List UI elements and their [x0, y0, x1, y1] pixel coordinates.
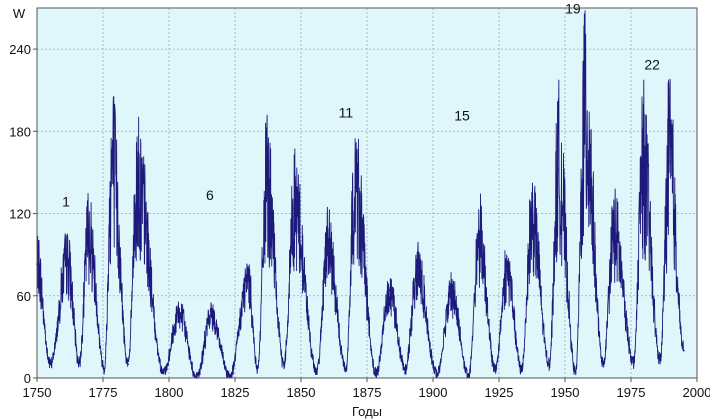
- x-tick-label: 1850: [287, 385, 316, 400]
- series-point: [265, 187, 268, 190]
- series-point: [436, 372, 438, 375]
- sunspot-series-line: [36, 10, 685, 379]
- series-point: [326, 245, 329, 248]
- series-point: [178, 312, 181, 315]
- x-tick-label: 1800: [155, 385, 184, 400]
- series-point: [467, 375, 470, 378]
- y-tick-label: 60: [17, 289, 31, 304]
- x-tick-label: 1825: [221, 385, 250, 400]
- series-point: [682, 349, 685, 352]
- x-axis-ticks: 1750 1775 1800 1825 1850 1875 1900 1925 1950 1975…: [23, 378, 710, 400]
- cycle-number-label: 1: [62, 194, 70, 210]
- series-point: [315, 371, 318, 374]
- series-point: [256, 367, 259, 370]
- series-point: [641, 164, 644, 167]
- series-point: [478, 234, 481, 237]
- series-point: [612, 231, 615, 234]
- series-point: [520, 368, 523, 371]
- cycle-number-label: 15: [454, 107, 470, 123]
- series-point: [574, 371, 577, 374]
- cycle-number-label: 6: [206, 187, 214, 203]
- series-point: [293, 207, 296, 209]
- series-point: [583, 116, 586, 119]
- series-point: [162, 371, 165, 374]
- series-point: [282, 363, 285, 366]
- series-point: [247, 279, 250, 282]
- series-point: [388, 289, 391, 292]
- x-tick-label: 1875: [353, 385, 382, 400]
- series-point: [49, 363, 52, 366]
- series-point: [210, 314, 213, 316]
- x-tick-label: 1975: [617, 385, 646, 400]
- series-layer: [36, 10, 685, 379]
- x-axis-title: Годы: [352, 404, 382, 419]
- y-tick-label: 240: [9, 42, 31, 57]
- series-point: [494, 368, 496, 371]
- x-tick-label: 1775: [89, 385, 118, 400]
- cycle-number-label: 11: [339, 105, 354, 121]
- series-point: [228, 375, 231, 378]
- y-tick-label: 0: [24, 371, 31, 386]
- series-point: [416, 270, 419, 273]
- series-point: [557, 168, 560, 171]
- series-point: [602, 363, 605, 366]
- series-point: [506, 270, 508, 273]
- series-point: [66, 260, 69, 263]
- x-tick-label: 1950: [551, 385, 580, 400]
- cycle-number-label: 22: [644, 57, 660, 73]
- x-tick-label: 1750: [23, 385, 52, 400]
- y-tick-label: 120: [9, 207, 31, 222]
- series-point: [111, 164, 114, 167]
- series-point: [659, 359, 661, 362]
- y-tick-label: 180: [9, 124, 31, 139]
- x-tick-label: 1925: [485, 385, 514, 400]
- series-point: [136, 183, 139, 186]
- series-point: [87, 231, 90, 234]
- series-point: [404, 368, 407, 371]
- series-point: [78, 362, 81, 364]
- series-point: [375, 372, 378, 375]
- series-point: [354, 186, 357, 189]
- series-point: [344, 367, 347, 370]
- series-point: [548, 363, 551, 366]
- series-point: [531, 220, 533, 223]
- x-tick-label: 1900: [419, 385, 448, 400]
- y-axis-title: W: [13, 6, 26, 21]
- x-tick-label: 2000: [683, 385, 710, 400]
- series-point: [632, 360, 635, 363]
- series-point: [668, 160, 671, 163]
- series-point: [103, 367, 106, 370]
- y-axis-ticks: 0 60 120 180 240: [9, 42, 37, 386]
- series-point: [450, 292, 453, 294]
- series-point: [127, 363, 129, 366]
